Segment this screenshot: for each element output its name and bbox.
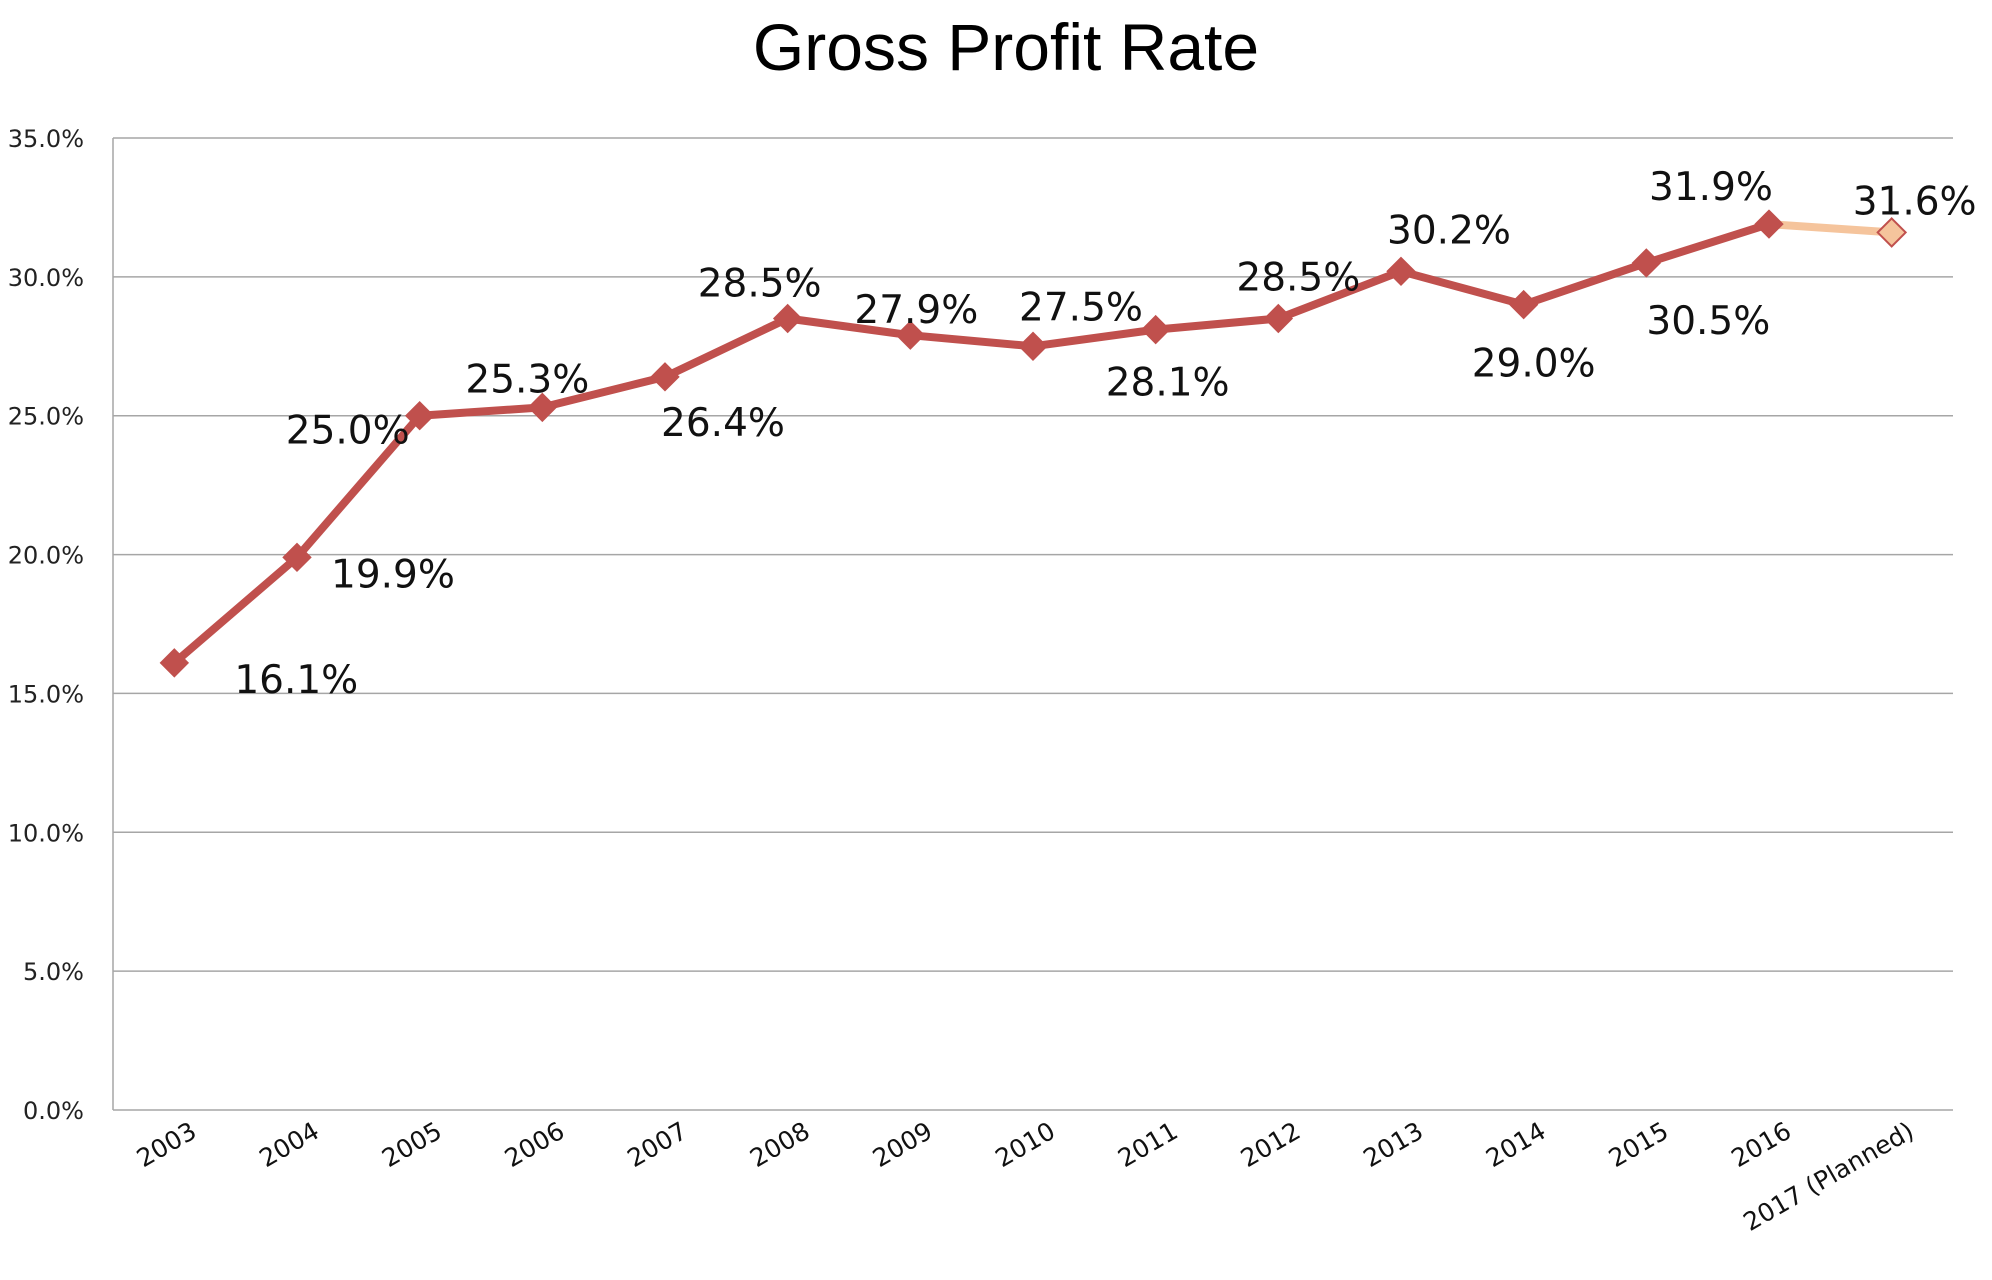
data-point: [1508, 289, 1539, 320]
data-point: [1631, 248, 1662, 278]
data-label: 31.6%: [1853, 179, 1977, 224]
x-tick-label: 2007: [622, 1116, 692, 1173]
data-label: 16.1%: [234, 658, 358, 703]
data-label: 28.5%: [1236, 256, 1360, 301]
data-label: 25.0%: [286, 409, 410, 454]
y-tick-label: 35.0%: [8, 125, 84, 153]
series-line-actual: [170, 220, 1773, 667]
data-point: [282, 542, 312, 573]
y-tick-label: 20.0%: [8, 542, 84, 570]
data-point: [404, 401, 435, 431]
chart-title: Gross Profit Rate: [753, 10, 1259, 84]
x-axis-ticks: 2003 2004 2005 2006 2007 2008 2009 2010 2011 2012…: [132, 1116, 1919, 1237]
y-tick-label: 0.0%: [23, 1097, 84, 1125]
x-tick-label: 2013: [1358, 1116, 1428, 1173]
data-label: 31.9%: [1649, 165, 1773, 210]
series-line-planned: [1765, 220, 1896, 237]
data-label: 19.9%: [331, 552, 455, 597]
x-tick-label: 2015: [1604, 1116, 1674, 1173]
x-tick-label: 2009: [868, 1116, 938, 1173]
y-tick-label: 30.0%: [8, 264, 84, 292]
x-tick-label: 2016: [1726, 1116, 1796, 1173]
data-label: 28.5%: [698, 262, 822, 307]
data-point: [159, 648, 190, 678]
data-label: 26.4%: [661, 401, 785, 446]
data-label: 27.5%: [1019, 285, 1143, 330]
data-point: [772, 303, 803, 334]
data-point: [650, 362, 680, 392]
data-label: 29.0%: [1472, 342, 1596, 387]
data-point: [895, 320, 926, 350]
y-axis-ticks: 0.0% 5.0% 10.0% 15.0% 20.0% 25.0% 30.0% 35.0%: [8, 125, 84, 1125]
data-point: [1386, 256, 1416, 287]
x-tick-label: 2005: [377, 1116, 447, 1173]
x-tick-label: 2008: [745, 1116, 815, 1173]
data-point: [1754, 209, 1784, 239]
data-point: [1263, 303, 1294, 334]
data-label: 30.5%: [1646, 299, 1770, 344]
y-tick-label: 15.0%: [8, 680, 84, 708]
x-tick-label: 2004: [254, 1116, 324, 1173]
data-label: 25.3%: [465, 357, 589, 402]
x-tick-label: 2011: [1113, 1116, 1183, 1173]
data-point: [1018, 331, 1048, 361]
data-point-planned: [1876, 217, 1908, 248]
data-label: 30.2%: [1387, 208, 1511, 253]
y-tick-label: 10.0%: [8, 819, 84, 847]
y-tick-label: 25.0%: [8, 403, 84, 431]
data-labels: 16.1% 19.9% 25.0% 25.3% 26.4% 28.5% 27.9% 27.5%…: [234, 165, 1976, 703]
x-tick-label: 2014: [1481, 1116, 1551, 1173]
x-tick-label: 2010: [990, 1116, 1060, 1173]
series-line: [159, 209, 1908, 678]
data-point: [527, 392, 558, 423]
data-label: 27.9%: [854, 288, 978, 333]
data-label: 28.1%: [1106, 361, 1230, 406]
data-point: [1140, 314, 1171, 345]
x-tick-label: 2006: [500, 1116, 570, 1173]
gridlines: [112, 137, 1953, 1111]
y-tick-label: 5.0%: [23, 958, 84, 986]
x-tick-label: 2003: [132, 1116, 202, 1173]
x-tick-label: 2012: [1236, 1116, 1306, 1173]
